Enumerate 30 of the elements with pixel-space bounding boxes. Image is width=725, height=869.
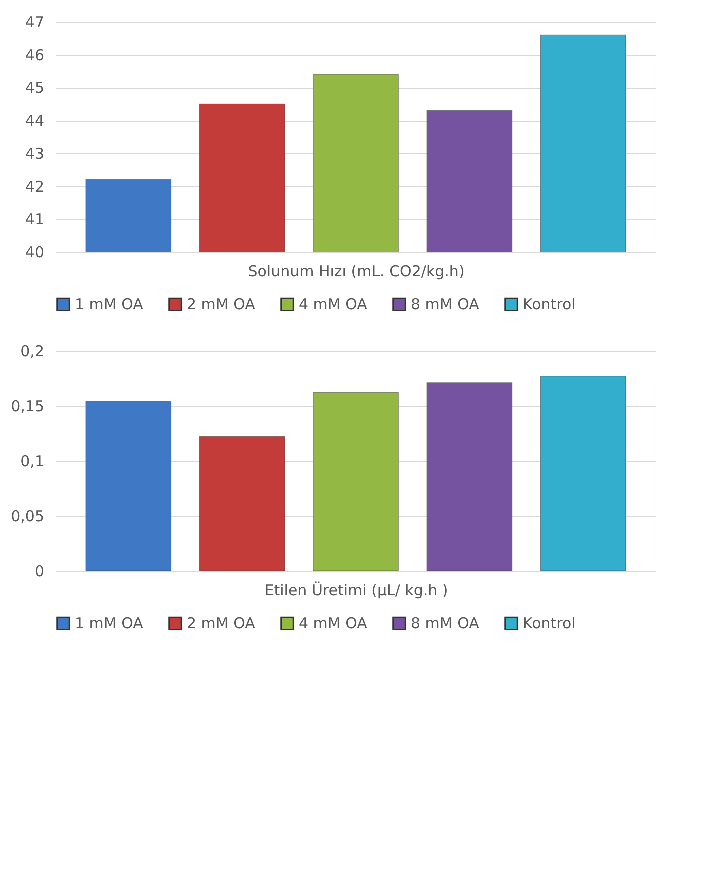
- legend-label: 4 mM OA: [299, 614, 368, 633]
- bar: [313, 392, 399, 571]
- y-tick-label: 45: [25, 79, 44, 98]
- legend-label: Kontrol: [523, 614, 576, 633]
- y-tick-label: 46: [25, 46, 44, 64]
- bar: [86, 401, 172, 571]
- y-tick-label: 0: [34, 562, 44, 580]
- x-axis-title: Solunum Hızı (mL. CO2/kg.h): [248, 262, 465, 280]
- legend-label: 2 mM OA: [187, 296, 256, 314]
- legend-label: Kontrol: [523, 296, 576, 314]
- x-axis-title: Etilen Üretimi (µL/ kg.h ): [264, 582, 448, 600]
- y-tick-label: 42: [25, 178, 44, 196]
- bar: [540, 376, 626, 571]
- legend-label: 8 mM OA: [411, 296, 480, 314]
- y-tick-label: 47: [25, 14, 44, 32]
- legend-label: 1 mM OA: [75, 614, 144, 633]
- legend-label: 4 mM OA: [299, 296, 368, 314]
- y-tick-label: 0,15: [11, 398, 44, 416]
- legend-label: 2 mM OA: [187, 614, 256, 633]
- y-tick-label: 40: [25, 244, 44, 262]
- y-tick-label: 0,1: [20, 452, 44, 470]
- y-tick-label: 44: [25, 112, 44, 130]
- bar: [199, 436, 286, 571]
- legend-label: 8 mM OA: [411, 614, 480, 633]
- legend-label: 1 mM OA: [75, 296, 144, 314]
- y-tick-label: 0,05: [11, 508, 44, 526]
- y-tick-label: 43: [25, 144, 44, 163]
- y-tick-label: 0,2: [20, 342, 44, 360]
- y-tick-label: 41: [25, 210, 44, 229]
- bar: [426, 382, 513, 571]
